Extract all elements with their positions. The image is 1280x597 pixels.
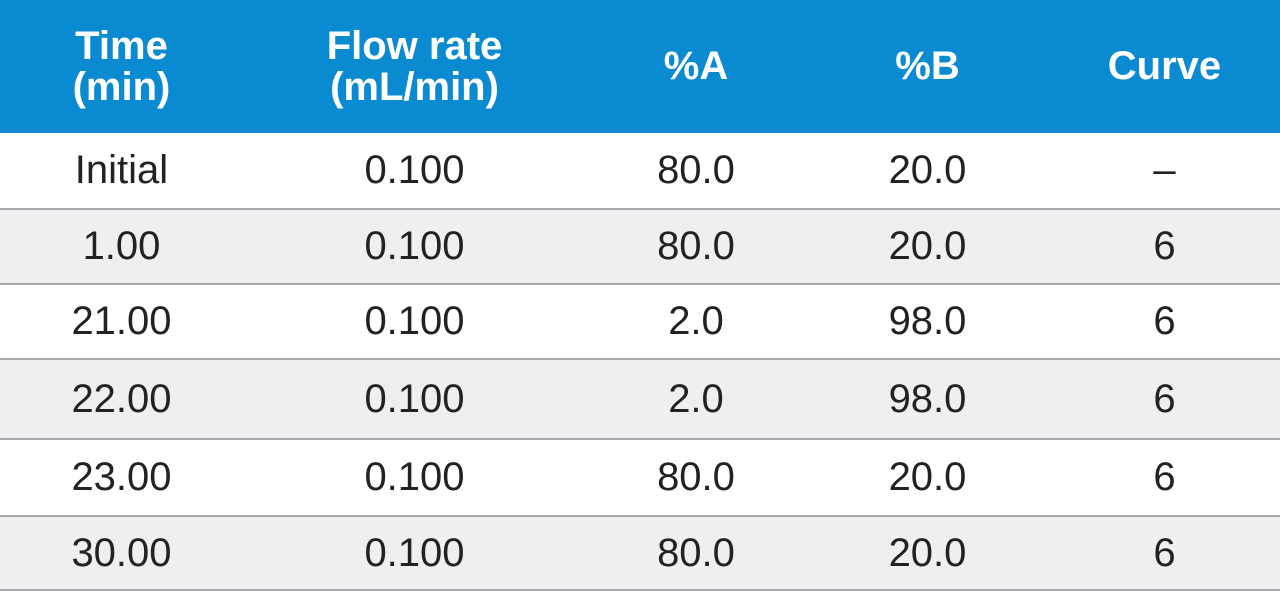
header-percent-a-label: %A <box>663 44 729 88</box>
table-row: 23.00 0.100 80.0 20.0 6 <box>0 439 1280 517</box>
table-row: 1.00 0.100 80.0 20.0 6 <box>0 209 1280 285</box>
cell-flow-rate: 0.100 <box>243 209 586 285</box>
cell-curve: 6 <box>1049 516 1280 591</box>
header-row: Time (min) Flow rate (mL/min) %A %B Curv… <box>0 0 1280 133</box>
cell-flow-rate: 0.100 <box>243 133 586 210</box>
cell-time: 1.00 <box>0 209 243 285</box>
cell-curve: 6 <box>1049 439 1280 517</box>
cell-curve: 6 <box>1049 359 1280 440</box>
cell-flow-rate: 0.100 <box>243 516 586 591</box>
header-percent-b: %B <box>806 0 1049 133</box>
header-flow-rate: Flow rate (mL/min) <box>243 0 586 133</box>
cell-percent-a: 2.0 <box>586 359 806 440</box>
cell-percent-b: 20.0 <box>806 439 1049 517</box>
header-time-unit: (min) <box>72 64 171 109</box>
cell-time: Initial <box>0 133 243 210</box>
cell-flow-rate: 0.100 <box>243 439 586 517</box>
cell-time: 21.00 <box>0 284 243 360</box>
cell-curve: 6 <box>1049 209 1280 285</box>
header-percent-b-label: %B <box>895 44 960 88</box>
table-header: Time (min) Flow rate (mL/min) %A %B Curv… <box>0 0 1280 133</box>
cell-percent-a: 80.0 <box>586 439 806 517</box>
table-body: Initial 0.100 80.0 20.0 – 1.00 0.100 80.… <box>0 133 1280 591</box>
cell-percent-a: 80.0 <box>586 209 806 285</box>
table-row: 21.00 0.100 2.0 98.0 6 <box>0 284 1280 360</box>
cell-percent-b: 20.0 <box>806 516 1049 591</box>
cell-percent-a: 80.0 <box>586 516 806 591</box>
cell-time: 23.00 <box>0 439 243 517</box>
table-row: 30.00 0.100 80.0 20.0 6 <box>0 516 1280 591</box>
cell-curve: – <box>1049 133 1280 210</box>
cell-flow-rate: 0.100 <box>243 284 586 360</box>
table-row: 22.00 0.100 2.0 98.0 6 <box>0 359 1280 440</box>
header-curve: Curve <box>1049 0 1280 133</box>
cell-time: 30.00 <box>0 516 243 591</box>
cell-percent-a: 2.0 <box>586 284 806 360</box>
header-percent-a: %A <box>586 0 806 133</box>
header-curve-label: Curve <box>1107 44 1222 88</box>
cell-percent-b: 98.0 <box>806 284 1049 360</box>
table-row: Initial 0.100 80.0 20.0 – <box>0 133 1280 210</box>
cell-percent-b: 20.0 <box>806 209 1049 285</box>
cell-curve: 6 <box>1049 284 1280 360</box>
cell-time: 22.00 <box>0 359 243 440</box>
header-flow-rate-unit: (mL/min) <box>330 64 499 109</box>
cell-percent-b: 98.0 <box>806 359 1049 440</box>
header-time: Time (min) <box>0 0 243 133</box>
cell-percent-a: 80.0 <box>586 133 806 210</box>
cell-percent-b: 20.0 <box>806 133 1049 210</box>
cell-flow-rate: 0.100 <box>243 359 586 440</box>
header-time-label: Time <box>75 23 168 68</box>
header-flow-rate-label: Flow rate <box>326 23 503 68</box>
